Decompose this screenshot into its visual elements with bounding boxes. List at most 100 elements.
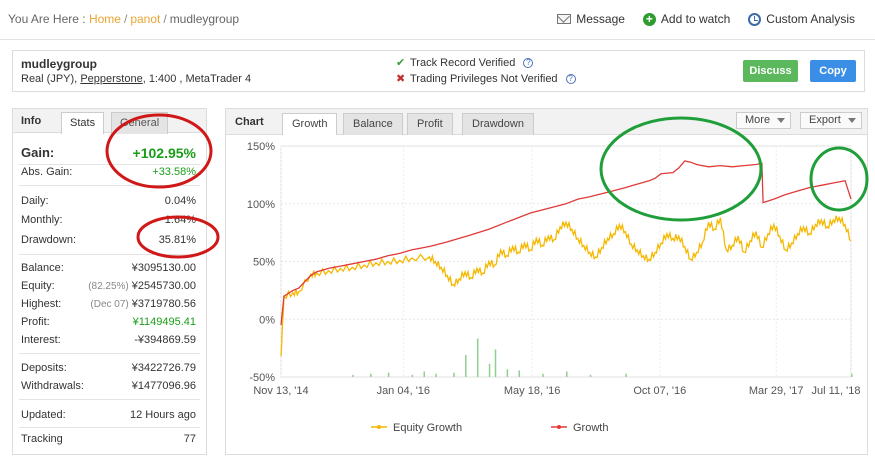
page-actions: Message + Add to watch Custom Analysis (557, 12, 855, 26)
volume-bar (542, 373, 544, 377)
volume-bar (423, 371, 425, 377)
custom-analysis-link[interactable]: Custom Analysis (748, 12, 855, 26)
volume-bar (453, 372, 455, 377)
breadcrumb: You Are Here : Home / panot / mudleygroup (8, 12, 239, 26)
account-name: mudleygroup (21, 57, 98, 71)
broker-link[interactable]: Pepperstone (80, 73, 143, 85)
balance-label: Balance: (21, 262, 64, 274)
interest-value: -¥394869.59 (134, 334, 196, 346)
deposits-row: Deposits: ¥3422726.79 (21, 362, 196, 374)
add-to-watch-label: Add to watch (660, 12, 731, 26)
equity-label: Equity: (21, 280, 55, 292)
volume-bar (518, 370, 520, 377)
daily-value: 0.04% (164, 195, 196, 207)
gain-label: Gain: (21, 145, 55, 160)
withdrawals-label: Withdrawals: (21, 380, 84, 392)
legend-label: Equity Growth (393, 422, 462, 434)
gain-value: +102.95% (132, 145, 196, 161)
balance-value: ¥3095130.00 (131, 262, 196, 274)
divider (19, 164, 200, 165)
drawdown-row: Drawdown: 35.81% (21, 234, 196, 246)
updated-value: 12 Hours ago (129, 409, 196, 421)
monthly-label: Monthly: (21, 214, 63, 226)
y-tick-label: 50% (253, 257, 275, 269)
more-dropdown[interactable]: More (736, 112, 792, 129)
legend-marker (557, 425, 561, 429)
equity-value: ¥2545730.00 (131, 280, 196, 292)
breadcrumb-home-link[interactable]: Home (88, 12, 121, 26)
account-details: Real (JPY), Pepperstone, 1:400 , MetaTra… (21, 73, 251, 85)
divider (19, 353, 200, 354)
abs-gain-label: Abs. Gain: (21, 166, 73, 178)
highest-value: ¥3719780.56 (131, 298, 196, 310)
y-tick-label: -50% (249, 372, 275, 384)
volume-bar (370, 373, 372, 377)
message-label: Message (576, 12, 625, 26)
trading-privileges-status: Trading Privileges Not Verified (410, 73, 558, 85)
divider (19, 399, 200, 400)
help-icon[interactable]: ? (523, 58, 534, 68)
highest-row: Highest: (Dec 07) ¥3719780.56 (21, 298, 196, 310)
volume-bar (506, 369, 509, 377)
withdrawals-row: Withdrawals: ¥1477096.96 (21, 380, 196, 392)
volume-bar (589, 374, 592, 377)
copy-button[interactable]: Copy (810, 60, 856, 82)
abs-gain-value: +33.58% (152, 166, 196, 178)
divider (19, 254, 200, 255)
account-header: mudleygroup Real (JPY), Pepperstone, 1:4… (12, 50, 865, 92)
tab-drawdown[interactable]: Drawdown (462, 113, 534, 135)
equity-percent: (82.25%) (88, 281, 129, 292)
interest-row: Interest: -¥394869.59 (21, 334, 196, 346)
tab-profit[interactable]: Profit (407, 113, 453, 135)
info-tabs: Info Stats General (13, 109, 206, 134)
drawdown-label: Drawdown: (21, 234, 77, 246)
tab-balance[interactable]: Balance (343, 113, 403, 135)
account-type: Real (JPY), (21, 73, 78, 85)
volume-bar (465, 355, 467, 377)
discuss-button[interactable]: Discuss (743, 60, 798, 82)
tracking-row: Tracking 77 (21, 433, 196, 445)
breadcrumb-user-link[interactable]: panot (130, 12, 161, 26)
equity-row: Equity: (82.25%) ¥2545730.00 (21, 280, 196, 292)
cross-icon: ✖ (396, 73, 406, 85)
volume-bar (488, 363, 491, 377)
updated-label: Updated: (21, 409, 66, 421)
tracking-label: Tracking (21, 433, 63, 445)
help-icon[interactable]: ? (565, 74, 576, 84)
breadcrumb-separator: / (123, 12, 128, 26)
info-panel: Info Stats General Gain: +102.95% Abs. Ga… (12, 108, 207, 455)
x-tick-label: Nov 13, '14 (253, 385, 308, 397)
x-tick-label: May 18, '16 (504, 385, 561, 397)
tab-general[interactable]: General (111, 112, 169, 134)
drawdown-value: 35.81% (158, 234, 196, 246)
tab-stats[interactable]: Stats (61, 112, 105, 134)
track-record-status: Track Record Verified (410, 57, 516, 69)
account-leverage-platform: , 1:400 , MetaTrader 4 (142, 73, 252, 85)
equity-growth-line (280, 215, 852, 357)
breadcrumb-bar: You Are Here : Home / panot / mudleygroup Me… (0, 0, 875, 40)
gain-row: Gain: +102.95% (21, 145, 196, 161)
verification-status: ✔ Track Record Verified? ✖ Trading Privile… (396, 55, 576, 87)
y-tick-label: 150% (247, 141, 275, 153)
message-link[interactable]: Message (557, 12, 625, 26)
volume-bar (851, 373, 853, 377)
x-tick-label: Jul 11, '18 (812, 385, 861, 397)
tab-growth[interactable]: Growth (282, 113, 338, 135)
interest-label: Interest: (21, 334, 61, 346)
divider (19, 185, 200, 186)
monthly-value: 1.64% (164, 214, 196, 226)
add-to-watch-link[interactable]: + Add to watch (642, 12, 731, 26)
breadcrumb-prefix: You Are Here : (8, 12, 86, 26)
custom-analysis-label: Custom Analysis (766, 12, 855, 26)
breadcrumb-separator: / (163, 12, 167, 26)
info-title: Info (21, 115, 42, 127)
tracking-value: 77 (183, 433, 196, 445)
breadcrumb-current: mudleygroup (169, 12, 240, 26)
y-tick-label: 100% (247, 199, 275, 211)
chart-tabs: Chart Growth Balance Profit Drawdown Mor… (226, 109, 867, 135)
export-dropdown[interactable]: Export (800, 112, 862, 129)
legend-label: Growth (573, 422, 608, 434)
abs-gain-row: Abs. Gain: +33.58% (21, 166, 196, 178)
clock-icon (748, 12, 762, 26)
y-tick-label: 0% (259, 314, 275, 326)
